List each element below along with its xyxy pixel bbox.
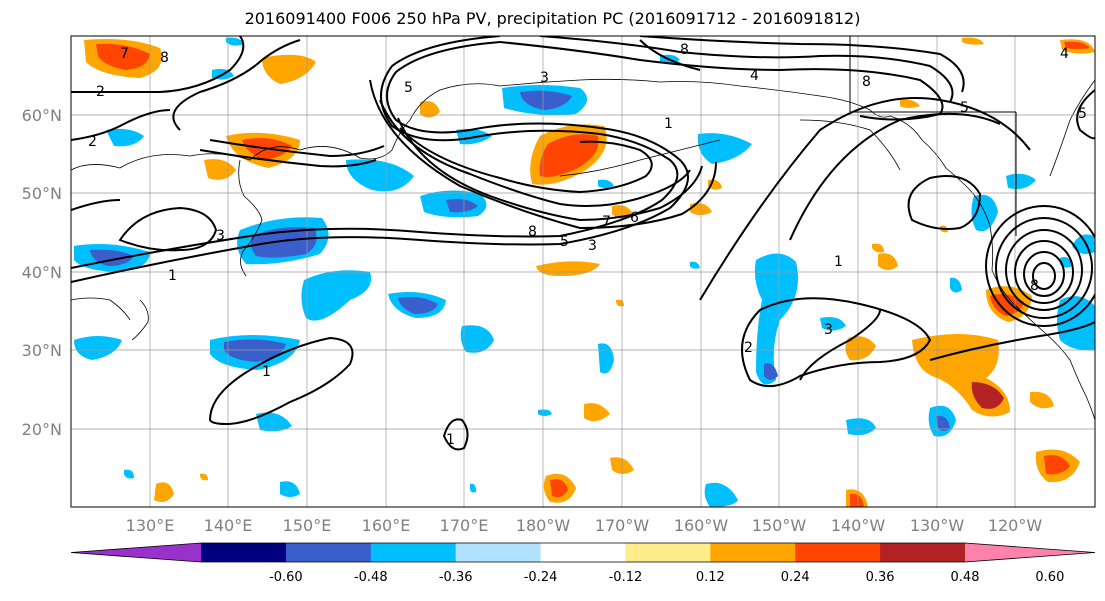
contour-label: 2	[88, 134, 97, 150]
latitude-labels: 60°N 50°N 40°N 30°N 20°N	[22, 106, 62, 439]
lat-label: 40°N	[22, 263, 62, 282]
lat-label: 60°N	[22, 106, 62, 125]
colorbar-swatch	[710, 543, 796, 562]
contour-label-group: 2 2 3 1 8 3 4 8 5 1 8 5 3 7 6 8 1 2 3 1 …	[88, 42, 1087, 448]
colorbar-tick-label: 0.12	[696, 570, 725, 585]
lat-label: 20°N	[22, 420, 62, 439]
contour-label: 8	[160, 50, 169, 66]
colorbar-swatch	[285, 543, 372, 562]
colorbar: -0.60 -0.48 -0.36 -0.24 -0.12 0.12 0.24 0.36 0.4…	[70, 542, 1096, 585]
colorbar-tick-label: -0.48	[354, 570, 388, 585]
colorbar-tick-label: 0.60	[1035, 570, 1064, 585]
colorbar-tick-label: 0.36	[866, 570, 895, 585]
contour-label: 2	[96, 84, 105, 100]
contour-label: 3	[824, 322, 833, 338]
contour-label: 5	[960, 100, 969, 116]
colorbar-tick-label: 0.24	[781, 570, 810, 585]
colorbar-swatch	[201, 543, 287, 562]
colorbar-tick-label: 0.48	[951, 570, 980, 585]
contour-label: 7	[602, 214, 611, 230]
map-frame	[70, 35, 1096, 508]
lon-label: 170°E	[440, 516, 489, 535]
colorbar-tick-label: -0.60	[269, 570, 303, 585]
contour-label: 1	[834, 254, 843, 270]
colorbar-swatch	[370, 543, 457, 562]
lon-label: 160°E	[362, 516, 411, 535]
colorbar-swatch	[455, 543, 542, 562]
colorbar-tick-label: -0.24	[524, 570, 558, 585]
colorbar-tick-label: -0.36	[439, 570, 473, 585]
contour-label: 1	[168, 268, 177, 284]
contour-label: 3	[216, 228, 225, 244]
lon-label: 170°W	[595, 516, 650, 535]
contour-label: 5	[560, 234, 569, 250]
contour-label: 8	[528, 224, 537, 240]
lon-label: 180°W	[516, 516, 571, 535]
longitude-labels: 130°E 140°E 150°E 160°E 170°E 180°W 170°…	[126, 516, 1043, 535]
lon-label: 140°E	[204, 516, 253, 535]
contour-label: 6	[630, 210, 639, 226]
lon-label: 150°E	[283, 516, 332, 535]
colorbar-outline	[70, 542, 1096, 563]
colorbar-extension-max	[965, 543, 1095, 562]
colorbar-swatch	[540, 543, 626, 562]
lon-label: 130°E	[126, 516, 175, 535]
colorbar-swatch	[795, 543, 881, 562]
contour-label: 3	[540, 70, 549, 86]
contour-label: 3	[588, 238, 597, 254]
colorbar-tick-label: -0.12	[609, 570, 643, 585]
contour-label: 8	[680, 42, 689, 58]
lat-label: 30°N	[22, 341, 62, 360]
contour-label: 1	[262, 364, 271, 380]
colorbar-extension-min	[71, 543, 201, 562]
pv-contours	[71, 36, 1095, 451]
lon-label: 140°W	[831, 516, 886, 535]
contour-label: 1	[446, 432, 455, 448]
contour-label: 4	[1060, 46, 1069, 62]
contour-label: 4	[750, 68, 759, 84]
map-inset-box	[849, 36, 1017, 236]
lon-label: 120°W	[988, 516, 1043, 535]
contour-label: 5	[1078, 106, 1087, 122]
contour-label: 2	[744, 340, 753, 356]
contour-label: 5	[404, 80, 413, 96]
colorbar-swatch	[880, 543, 966, 562]
graticule	[71, 36, 1095, 507]
lon-label: 150°W	[752, 516, 807, 535]
lat-label: 50°N	[22, 184, 62, 203]
lon-label: 160°W	[674, 516, 729, 535]
contour-label: 8	[862, 74, 871, 90]
coastlines	[71, 78, 1095, 421]
colorbar-swatch	[625, 543, 711, 562]
contour-label: 1	[664, 116, 673, 132]
contour-label: 7	[120, 46, 129, 62]
contour-label: 8	[1030, 278, 1039, 294]
lon-label: 130°W	[910, 516, 965, 535]
figure-title: 2016091400 F006 250 hPa PV, precipitatio…	[244, 9, 861, 28]
